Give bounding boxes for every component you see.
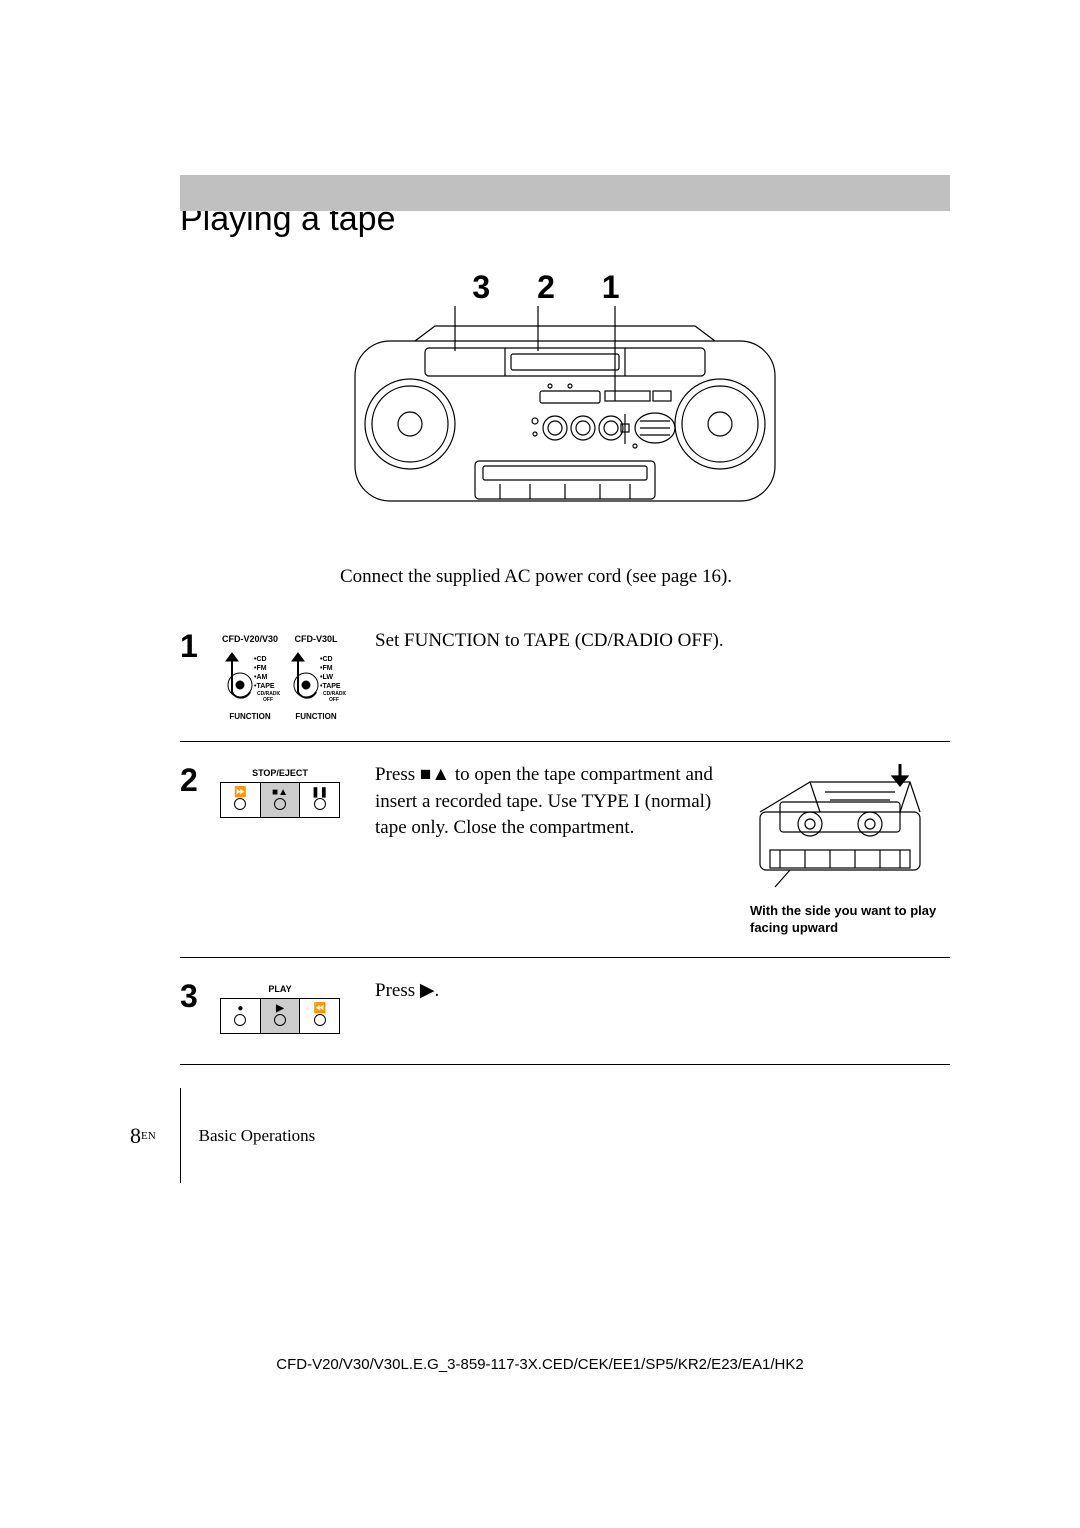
hero-diagram: 3 2 1 — [180, 269, 950, 541]
step-2-number: 2 — [180, 762, 220, 799]
svg-text:•FM: •FM — [254, 665, 267, 672]
svg-text:•TAPE: •TAPE — [254, 683, 275, 690]
step-1-row: 1 CFD-V20/V30 •CD •FM •AM — [180, 608, 950, 741]
step-3-text: Press ▶. — [375, 978, 750, 1005]
section-name: Basic Operations — [199, 1126, 316, 1146]
step-2-aux: With the side you want to play facing up… — [750, 762, 950, 937]
stop-eject-button: ■▲ — [261, 783, 301, 817]
model-b-label: CFD-V30L — [286, 634, 346, 644]
step-3-number: 3 — [180, 978, 220, 1015]
svg-text:•CD: •CD — [254, 656, 267, 663]
connect-instruction: Connect the supplied AC power cord (see … — [340, 566, 950, 588]
function-dial-b: •CD •FM •LW •TAPE CD/RADIO OFF — [286, 647, 346, 707]
function-dial-a: •CD •FM •AM •TAPE CD/RADIO OFF — [220, 647, 280, 707]
pause-button: ❚❚ — [300, 783, 339, 817]
hero-step-3: 3 — [472, 269, 490, 306]
document-code: CFD-V20/V30/V30L.E.G_3-859-117-3X.CED/CE… — [0, 1356, 1080, 1373]
rew-button: ⏪ — [300, 999, 339, 1033]
step-2-text: Press ■▲ to open the tape compartment an… — [375, 762, 750, 842]
play-label: PLAY — [260, 984, 300, 994]
function-label-b: FUNCTION — [286, 712, 346, 721]
header-gray-band — [180, 175, 950, 211]
model-a-label: CFD-V20/V30 — [220, 634, 280, 644]
footer-divider — [180, 1088, 181, 1183]
function-label-a: FUNCTION — [220, 712, 280, 721]
step-2-control: STOP/EJECT ⏩ ■▲ ❚❚ — [220, 762, 375, 818]
svg-text:•LW: •LW — [320, 674, 333, 681]
cassette-insert-illustration — [750, 762, 930, 892]
rec-button: ● — [221, 999, 261, 1033]
stop-eject-label: STOP/EJECT — [252, 768, 308, 778]
page-number: 8 — [130, 1123, 141, 1149]
ff-button: ⏩ — [221, 783, 261, 817]
step-1-text: Set FUNCTION to TAPE (CD/RADIO OFF). — [375, 628, 750, 655]
step-3-control: PLAY ● ▶ ⏪ — [220, 978, 375, 1034]
svg-text:•TAPE: •TAPE — [320, 683, 341, 690]
svg-text:•FM: •FM — [320, 665, 333, 672]
step-1-control: CFD-V20/V30 •CD •FM •AM •TAPE CD/RADIO — [220, 628, 375, 721]
page-footer: 8EN Basic Operations — [130, 1088, 315, 1183]
svg-text:•CD: •CD — [320, 656, 333, 663]
step-2-row: 2 STOP/EJECT ⏩ ■▲ ❚❚ Press ■▲ to open th… — [180, 741, 950, 957]
play-button: ▶ — [261, 999, 301, 1033]
svg-text:•AM: •AM — [254, 674, 268, 681]
page-lang: EN — [141, 1130, 156, 1142]
cassette-caption: With the side you want to play facing up… — [750, 903, 950, 937]
step-3-row: 3 PLAY ● ▶ ⏪ Press ▶. — [180, 957, 950, 1054]
svg-text:OFF: OFF — [329, 697, 339, 703]
boombox-illustration — [325, 306, 805, 536]
svg-text:OFF: OFF — [263, 697, 273, 703]
step-1-number: 1 — [180, 628, 220, 665]
hero-step-1: 1 — [602, 269, 620, 306]
hero-step-2: 2 — [537, 269, 555, 306]
